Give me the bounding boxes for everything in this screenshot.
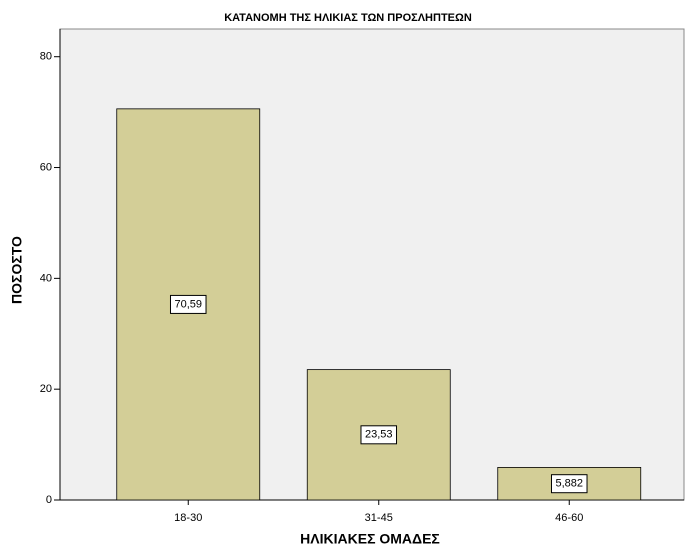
y-tick-label: 20 (40, 383, 52, 395)
x-tick-label: 31-45 (365, 512, 393, 524)
y-tick-label: 80 (40, 51, 52, 63)
x-tick-label: 46-60 (555, 512, 583, 524)
x-tick-label: 18-30 (174, 512, 202, 524)
value-label-box (169, 294, 207, 314)
y-axis-title: ΠΟΣΟΣΤΟ (9, 236, 25, 304)
value-label-box (360, 425, 398, 445)
y-tick-label: 40 (40, 272, 52, 284)
y-tick-label: 0 (46, 494, 52, 506)
value-label: 5,882 (555, 478, 583, 490)
y-tick-label: 60 (40, 161, 52, 173)
value-label: 70,59 (174, 298, 202, 310)
bar (306, 369, 451, 501)
value-label-box (550, 474, 588, 494)
x-axis-title: ΗΛΙΚΙΑΚΕΣ ΟΜΑΔΕΣ (300, 531, 440, 547)
value-label: 23,53 (365, 429, 393, 441)
chart-title: ΚΑΤΑΝΟΜΗ ΤΗΣ ΗΛΙΚΙΑΣ ΤΩΝ ΠΡΟΣΛΗΠΤΕΩΝ (224, 12, 472, 24)
